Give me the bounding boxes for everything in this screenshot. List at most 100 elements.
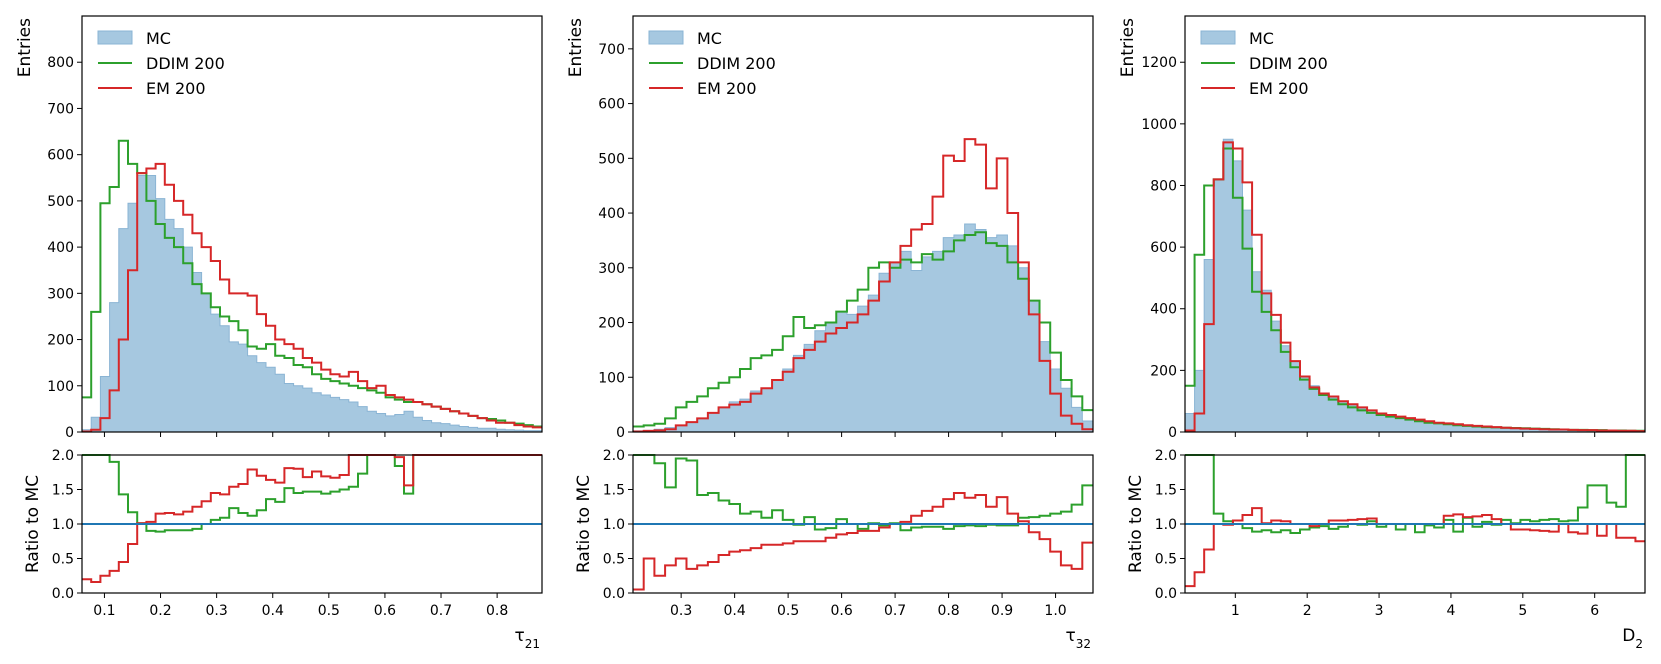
ratio-y-tick-label: 0.0 — [52, 586, 74, 602]
x-tick-label: 0.8 — [486, 603, 508, 619]
legend-label: MC — [697, 29, 722, 48]
series-mc-histogram — [1185, 138, 1645, 432]
x-tick-label: 4 — [1446, 603, 1455, 619]
legend-swatch-mc — [97, 30, 133, 45]
x-tick-label: 0.5 — [318, 603, 340, 619]
ratio-ddim-200 — [82, 454, 542, 533]
y-tick-label: 0 — [616, 425, 625, 441]
series-mc-histogram — [633, 223, 1093, 432]
x-tick-label: 0.6 — [374, 603, 396, 619]
y-tick-label: 700 — [598, 42, 625, 58]
legend: MC DDIM 200 EM 200 — [648, 29, 776, 98]
legend-label: MC — [1249, 29, 1274, 48]
y-tick-label: 500 — [47, 194, 74, 210]
main-plot-area — [1185, 138, 1645, 432]
series-em-200-histogram — [633, 138, 1093, 432]
ratio-y-axis-label: Ratio to MC — [1126, 475, 1146, 573]
ratio-y-tick-label: 0.0 — [1155, 586, 1177, 602]
ratio-y-tick-label: 1.0 — [603, 517, 625, 533]
y-tick-label: 0 — [1168, 425, 1177, 441]
series-mc-histogram — [82, 174, 542, 432]
y-tick-label: 100 — [47, 379, 74, 395]
x-tick-label: 1.0 — [1044, 603, 1066, 619]
x-tick-label: 0.2 — [149, 603, 171, 619]
x-tick-label: 0.5 — [777, 603, 799, 619]
x-tick-label: 0.4 — [723, 603, 745, 619]
x-tick-label: 0.1 — [93, 603, 115, 619]
legend-label: DDIM 200 — [146, 54, 225, 73]
series-em-200-histogram — [1185, 141, 1645, 432]
x-tick-label: 3 — [1375, 603, 1384, 619]
y-tick-label: 600 — [47, 148, 74, 164]
y-axis-label: Entries — [1118, 18, 1138, 77]
legend-label: EM 200 — [697, 79, 757, 98]
y-tick-label: 600 — [1150, 240, 1177, 256]
y-tick-label: 200 — [598, 316, 625, 332]
x-tick-label: 0.3 — [206, 603, 228, 619]
legend-swatch-mc — [1200, 30, 1236, 45]
ratio-em-200 — [633, 491, 1093, 591]
legend: MC DDIM 200 EM 200 — [1200, 29, 1328, 98]
legend-label: EM 200 — [146, 79, 206, 98]
y-tick-label: 400 — [598, 206, 625, 222]
main-axes-frame — [1184, 15, 1646, 433]
main-plot-area — [82, 139, 542, 432]
ratio-y-tick-label: 2.0 — [1155, 448, 1177, 464]
y-axis-label: Entries — [566, 18, 586, 77]
ratio-plot-area — [633, 454, 1093, 591]
y-tick-label: 100 — [598, 370, 625, 386]
x-axis-label: D2 — [1622, 626, 1643, 651]
series-em-200-histogram — [82, 162, 542, 432]
y-tick-label: 800 — [47, 55, 74, 71]
x-tick-label: 0.9 — [991, 603, 1013, 619]
ratio-em-200 — [82, 454, 542, 583]
x-tick-label: 0.7 — [884, 603, 906, 619]
x-tick-label: 5 — [1518, 603, 1527, 619]
x-tick-label: 0.4 — [262, 603, 284, 619]
legend-label: EM 200 — [1249, 79, 1309, 98]
ratio-y-tick-label: 1.5 — [1155, 483, 1177, 499]
ratio-y-tick-label: 1.0 — [1155, 517, 1177, 533]
ratio-y-tick-label: 0.0 — [603, 586, 625, 602]
y-tick-label: 200 — [47, 333, 74, 349]
x-tick-label: 0.3 — [670, 603, 692, 619]
y-tick-label: 800 — [1150, 178, 1177, 194]
y-axis-label: Entries — [15, 18, 35, 77]
legend-label: DDIM 200 — [697, 54, 776, 73]
x-tick-label: 6 — [1590, 603, 1599, 619]
ratio-y-tick-label: 1.5 — [603, 483, 625, 499]
ratio-y-tick-label: 1.0 — [52, 517, 74, 533]
x-tick-label: 1 — [1231, 603, 1240, 619]
y-tick-label: 0 — [65, 425, 74, 441]
ratio-plot-area — [82, 454, 542, 583]
y-tick-label: 600 — [598, 97, 625, 113]
y-tick-label: 500 — [598, 151, 625, 167]
ratio-y-tick-label: 0.5 — [603, 552, 625, 568]
ratio-plot-area — [1185, 454, 1645, 588]
y-tick-label: 400 — [47, 240, 74, 256]
legend: MC DDIM 200 EM 200 — [97, 29, 225, 98]
ratio-y-axis-label: Ratio to MC — [574, 475, 594, 573]
ratio-y-tick-label: 2.0 — [603, 448, 625, 464]
x-axis-label: τ21 — [514, 626, 540, 651]
x-tick-label: 0.8 — [937, 603, 959, 619]
y-tick-label: 700 — [47, 101, 74, 117]
ratio-ddim-200 — [1185, 454, 1645, 534]
main-axes-frame — [632, 15, 1094, 433]
ratio-y-axis-label: Ratio to MC — [23, 475, 43, 573]
legend-label: MC — [146, 29, 171, 48]
panel-2: 0 100 200 300 400 500 600 700 Entries MC DDIM 200 E… — [566, 15, 1094, 651]
y-tick-label: 400 — [1150, 302, 1177, 318]
main-plot-area — [633, 138, 1093, 432]
y-tick-label: 300 — [598, 261, 625, 277]
ratio-y-tick-label: 2.0 — [52, 448, 74, 464]
x-tick-label: 2 — [1303, 603, 1312, 619]
ratio-ddim-200 — [633, 454, 1093, 532]
y-tick-label: 1200 — [1141, 55, 1177, 71]
y-tick-label: 300 — [47, 286, 74, 302]
legend-swatch-mc — [648, 30, 684, 45]
ratio-y-tick-label: 0.5 — [52, 552, 74, 568]
panel-1: 0 100 200 300 400 500 600 700 800 Entries MC DDIM 2… — [15, 15, 543, 651]
series-ddim-200-histogram — [633, 231, 1093, 428]
